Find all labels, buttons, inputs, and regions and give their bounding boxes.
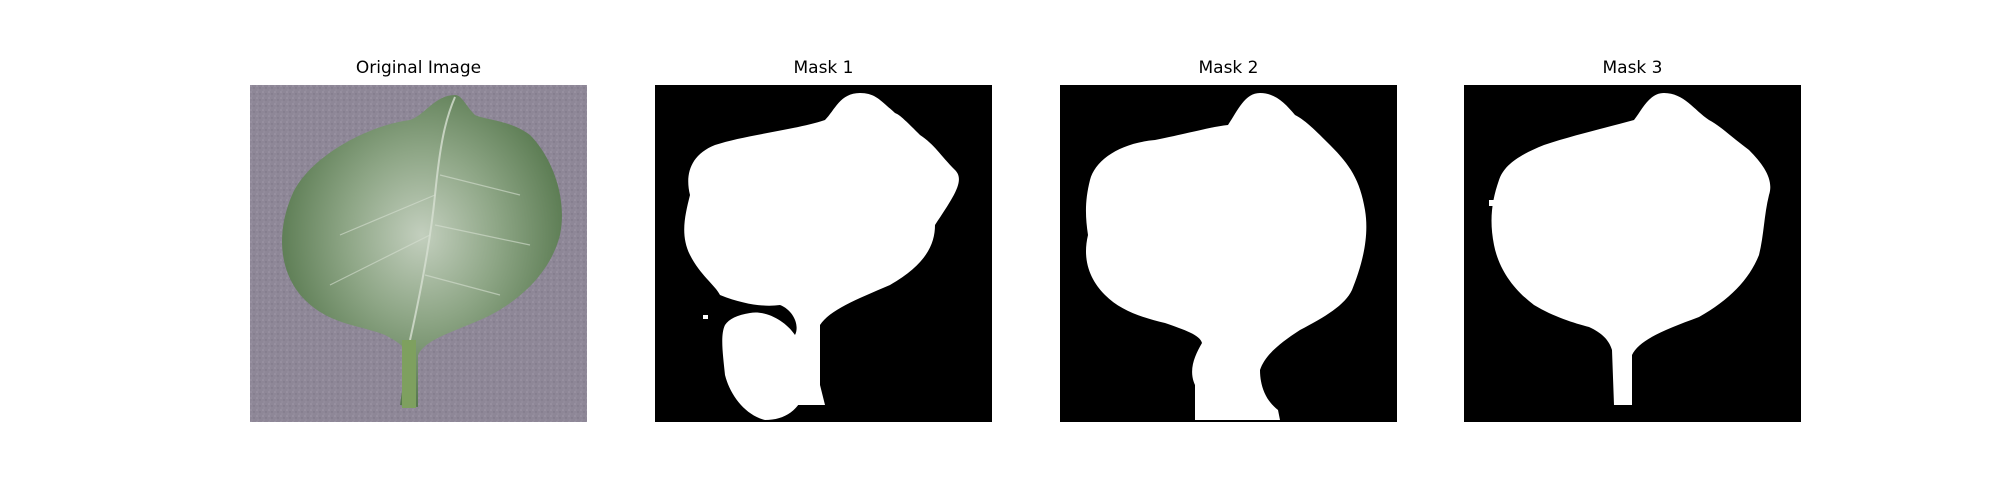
panel-title-mask-3: Mask 3 — [1602, 58, 1663, 78]
mask-2-image-icon — [1060, 85, 1397, 422]
panel-title-mask-2: Mask 2 — [1198, 58, 1259, 78]
panel-title-original: Original Image — [355, 58, 482, 78]
mask-3-image-icon — [1464, 85, 1801, 422]
mask-1 — [655, 85, 992, 422]
leaf-photo-icon — [250, 85, 587, 422]
panel-title-mask-1: Mask 1 — [793, 58, 854, 78]
original-image — [250, 85, 587, 422]
mask-1-image-icon — [655, 85, 992, 422]
mask-3 — [1464, 85, 1801, 422]
mask-2 — [1060, 85, 1397, 422]
